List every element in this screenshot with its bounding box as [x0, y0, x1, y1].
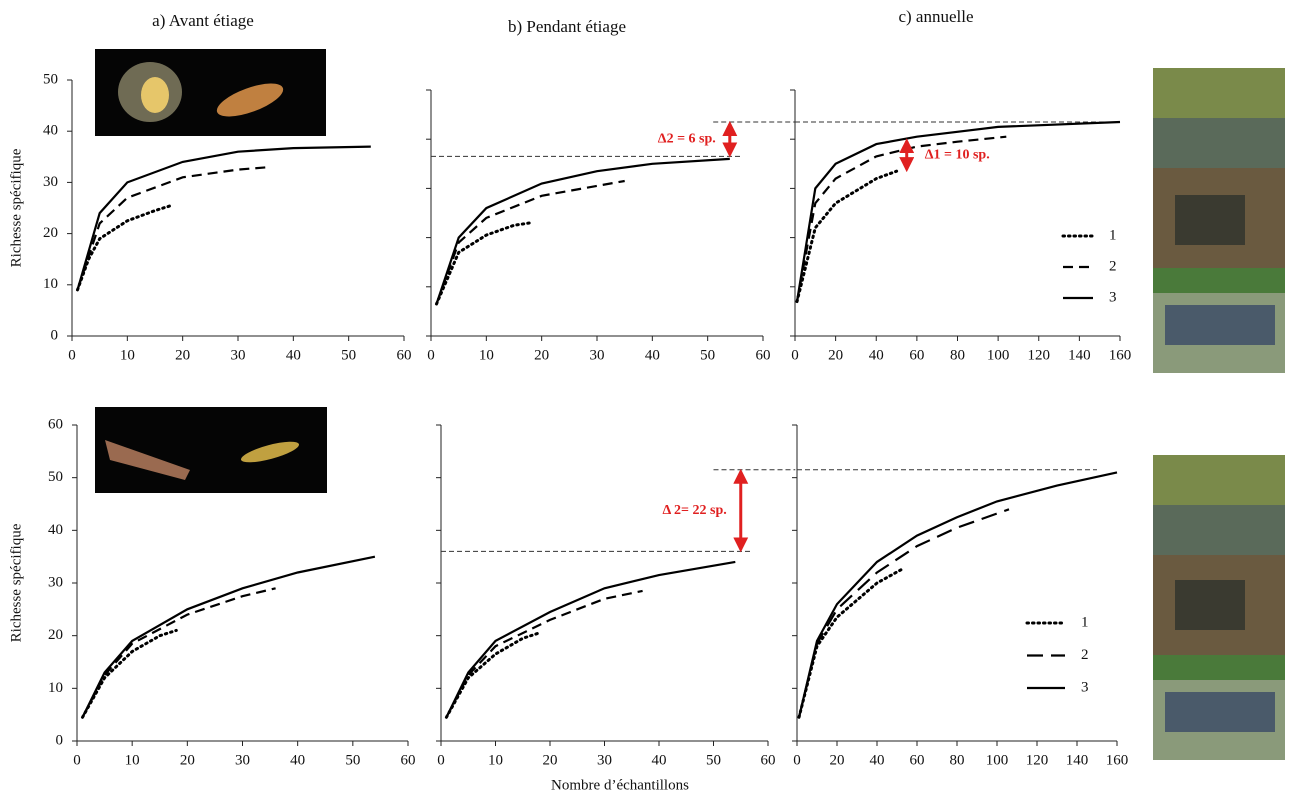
curve — [81, 628, 178, 719]
curve — [797, 471, 1118, 718]
x-tick-label: 10 — [479, 347, 494, 363]
x-tick-label: 40 — [869, 347, 884, 363]
panel-title: b) Pendant étiage — [508, 17, 626, 36]
panel-title: a) Avant étiage — [152, 11, 254, 30]
x-tick-label: 100 — [987, 347, 1010, 363]
x-tick-label: 50 — [341, 347, 356, 363]
curve — [445, 560, 736, 718]
y-tick-label: 60 — [48, 416, 63, 432]
x-tick-label: 60 — [756, 347, 771, 363]
x-tick-label: 40 — [286, 347, 301, 363]
legend-label: 2 — [1081, 647, 1089, 663]
curve — [795, 135, 1007, 302]
curve — [81, 587, 276, 718]
curve — [435, 157, 730, 305]
legend-label: 2 — [1109, 258, 1117, 274]
legend-label: 1 — [1081, 614, 1089, 630]
x-tick-label: 50 — [700, 347, 715, 363]
y-tick-label: 10 — [48, 680, 63, 696]
x-tick-label: 40 — [645, 347, 660, 363]
x-tick-label: 30 — [235, 752, 250, 768]
x-tick-label: 30 — [597, 752, 612, 768]
x-tick-label: 160 — [1109, 347, 1132, 363]
x-axis-label: Nombre d’échantillons — [551, 777, 689, 793]
curve — [435, 221, 533, 306]
x-tick-label: 0 — [73, 752, 81, 768]
legend-label: 3 — [1081, 679, 1089, 695]
photo-zooplankton — [95, 49, 326, 136]
x-tick-label: 50 — [345, 752, 360, 768]
x-tick-label: 10 — [488, 752, 503, 768]
curve — [797, 508, 1010, 718]
x-tick-label: 120 — [1028, 347, 1051, 363]
x-tick-label: 160 — [1106, 752, 1129, 768]
curve — [795, 169, 899, 304]
x-tick-label: 40 — [290, 752, 305, 768]
x-tick-label: 60 — [401, 752, 416, 768]
curve — [76, 145, 371, 291]
x-tick-label: 0 — [791, 347, 799, 363]
x-tick-label: 10 — [120, 347, 135, 363]
x-tick-label: 30 — [231, 347, 246, 363]
x-tick-label: 40 — [652, 752, 667, 768]
curve — [81, 555, 376, 718]
x-tick-label: 120 — [1026, 752, 1049, 768]
curve — [76, 203, 174, 292]
x-tick-label: 80 — [950, 752, 965, 768]
legend-label: 3 — [1109, 289, 1117, 305]
y-tick-label: 30 — [43, 174, 58, 190]
x-tick-label: 20 — [534, 347, 549, 363]
x-tick-label: 60 — [397, 347, 412, 363]
curve — [435, 179, 625, 305]
x-tick-label: 20 — [175, 347, 190, 363]
delta-label: Δ 2= 22 sp. — [663, 503, 727, 518]
curve — [445, 589, 643, 718]
y-tick-label: 50 — [48, 469, 63, 485]
x-tick-label: 80 — [950, 347, 965, 363]
delta-label: Δ2 = 6 sp. — [658, 131, 716, 146]
photo-insects — [95, 407, 327, 493]
x-tick-label: 10 — [125, 752, 140, 768]
x-tick-label: 50 — [706, 752, 721, 768]
x-tick-label: 60 — [761, 752, 776, 768]
legend-label: 1 — [1109, 227, 1117, 243]
y-tick-label: 20 — [43, 225, 58, 241]
photos-pond-bottom — [1153, 455, 1285, 760]
x-tick-label: 20 — [180, 752, 195, 768]
delta-label: Δ1 = 10 sp. — [925, 147, 990, 162]
x-tick-label: 40 — [870, 752, 885, 768]
curve — [444, 631, 541, 719]
x-tick-label: 60 — [909, 347, 924, 363]
y-tick-label: 50 — [43, 71, 58, 87]
photos-pond-top — [1153, 68, 1285, 373]
y-tick-label: 0 — [51, 327, 59, 343]
x-tick-label: 20 — [828, 347, 843, 363]
x-tick-label: 100 — [986, 752, 1009, 768]
y-tick-label: 40 — [48, 522, 63, 538]
y-tick-label: 40 — [43, 123, 58, 139]
x-tick-label: 20 — [830, 752, 845, 768]
curve — [795, 120, 1121, 302]
x-tick-label: 140 — [1068, 347, 1091, 363]
panel-title: c) annuelle — [898, 7, 973, 26]
x-tick-label: 60 — [910, 752, 925, 768]
x-tick-label: 140 — [1066, 752, 1089, 768]
y-axis-label: Richesse spécifique — [8, 523, 24, 642]
x-tick-label: 30 — [590, 347, 605, 363]
y-tick-label: 30 — [48, 574, 63, 590]
x-tick-label: 0 — [68, 347, 76, 363]
y-axis-label: Richesse spécifique — [8, 148, 24, 267]
y-tick-label: 10 — [43, 276, 58, 292]
y-tick-label: 0 — [56, 732, 64, 748]
x-tick-label: 0 — [793, 752, 801, 768]
x-tick-label: 0 — [437, 752, 445, 768]
x-tick-label: 0 — [427, 347, 435, 363]
y-tick-label: 20 — [48, 627, 63, 643]
curve — [76, 165, 272, 291]
x-tick-label: 20 — [543, 752, 558, 768]
